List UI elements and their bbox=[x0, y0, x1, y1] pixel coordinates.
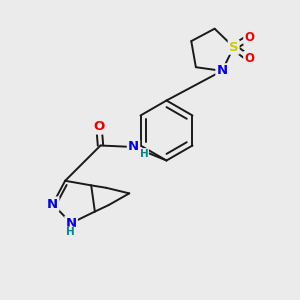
Text: O: O bbox=[93, 120, 105, 134]
Text: N: N bbox=[128, 140, 139, 154]
Text: H: H bbox=[66, 227, 75, 237]
Text: O: O bbox=[244, 52, 254, 65]
Text: H: H bbox=[140, 148, 148, 159]
Text: N: N bbox=[217, 64, 228, 77]
Text: O: O bbox=[244, 31, 254, 44]
Text: S: S bbox=[229, 40, 238, 54]
Text: N: N bbox=[47, 198, 58, 211]
Text: N: N bbox=[65, 217, 77, 230]
